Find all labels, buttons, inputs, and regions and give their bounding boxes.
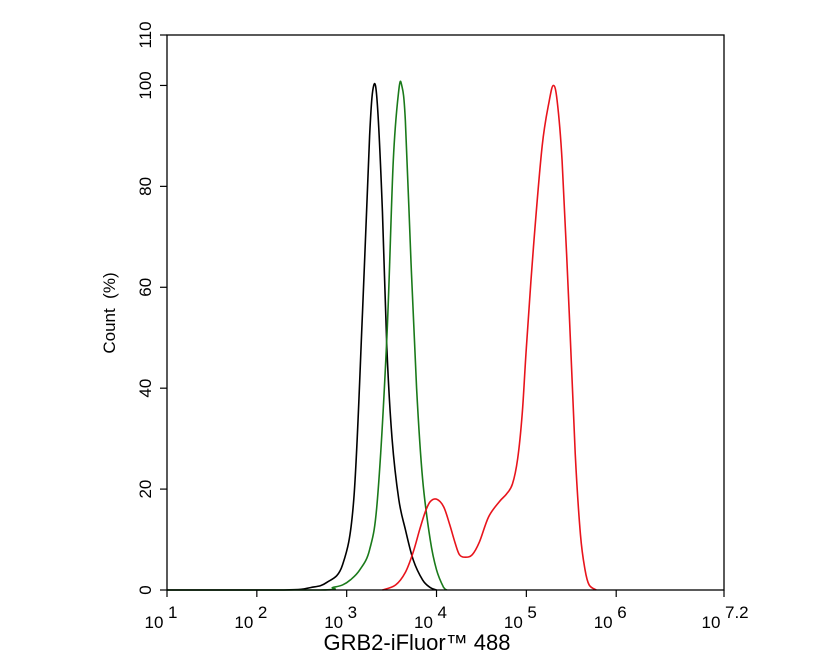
- x-tick-exponent-2: 3: [348, 603, 357, 622]
- y-tick-label-6: 110: [136, 21, 155, 48]
- x-tick-label-6: 10: [702, 613, 721, 632]
- x-tick-exponent-0: 1: [168, 603, 177, 622]
- x-tick-exponent-1: 2: [258, 603, 267, 622]
- y-tick-label-3: 60: [136, 278, 155, 297]
- plot-frame: [166, 34, 725, 591]
- x-tick-label-1: 10: [234, 613, 253, 632]
- series-line-1: [167, 82, 437, 591]
- y-tick-label-0: 0: [136, 585, 155, 594]
- x-tick-exponent-3: 4: [438, 603, 447, 622]
- x-tick-exponent-5: 6: [617, 603, 626, 622]
- x-tick-label-5: 10: [594, 613, 613, 632]
- series-line-3: [382, 84, 597, 591]
- x-tick-label-2: 10: [324, 613, 343, 632]
- y-tick-label-2: 40: [136, 379, 155, 398]
- series-layer: [167, 80, 597, 591]
- y-tick-label-1: 20: [136, 480, 155, 499]
- x-tick-exponent-4: 5: [527, 603, 536, 622]
- y-tick-label-5: 100: [136, 71, 155, 99]
- series-line-2: [167, 80, 448, 591]
- x-tick-label-4: 10: [504, 613, 523, 632]
- y-tick-label-4: 80: [136, 177, 155, 196]
- x-tick-label-0: 10: [145, 613, 164, 632]
- x-tick-label-3: 10: [414, 613, 433, 632]
- x-axis-title: GRB2-iFluor™ 488: [323, 630, 510, 655]
- x-tick-exponent-6: 7.2: [725, 603, 749, 622]
- y-axis-title: Count (%): [100, 272, 119, 353]
- y-axis: 0 20 40 60 80 100 110: [136, 21, 167, 595]
